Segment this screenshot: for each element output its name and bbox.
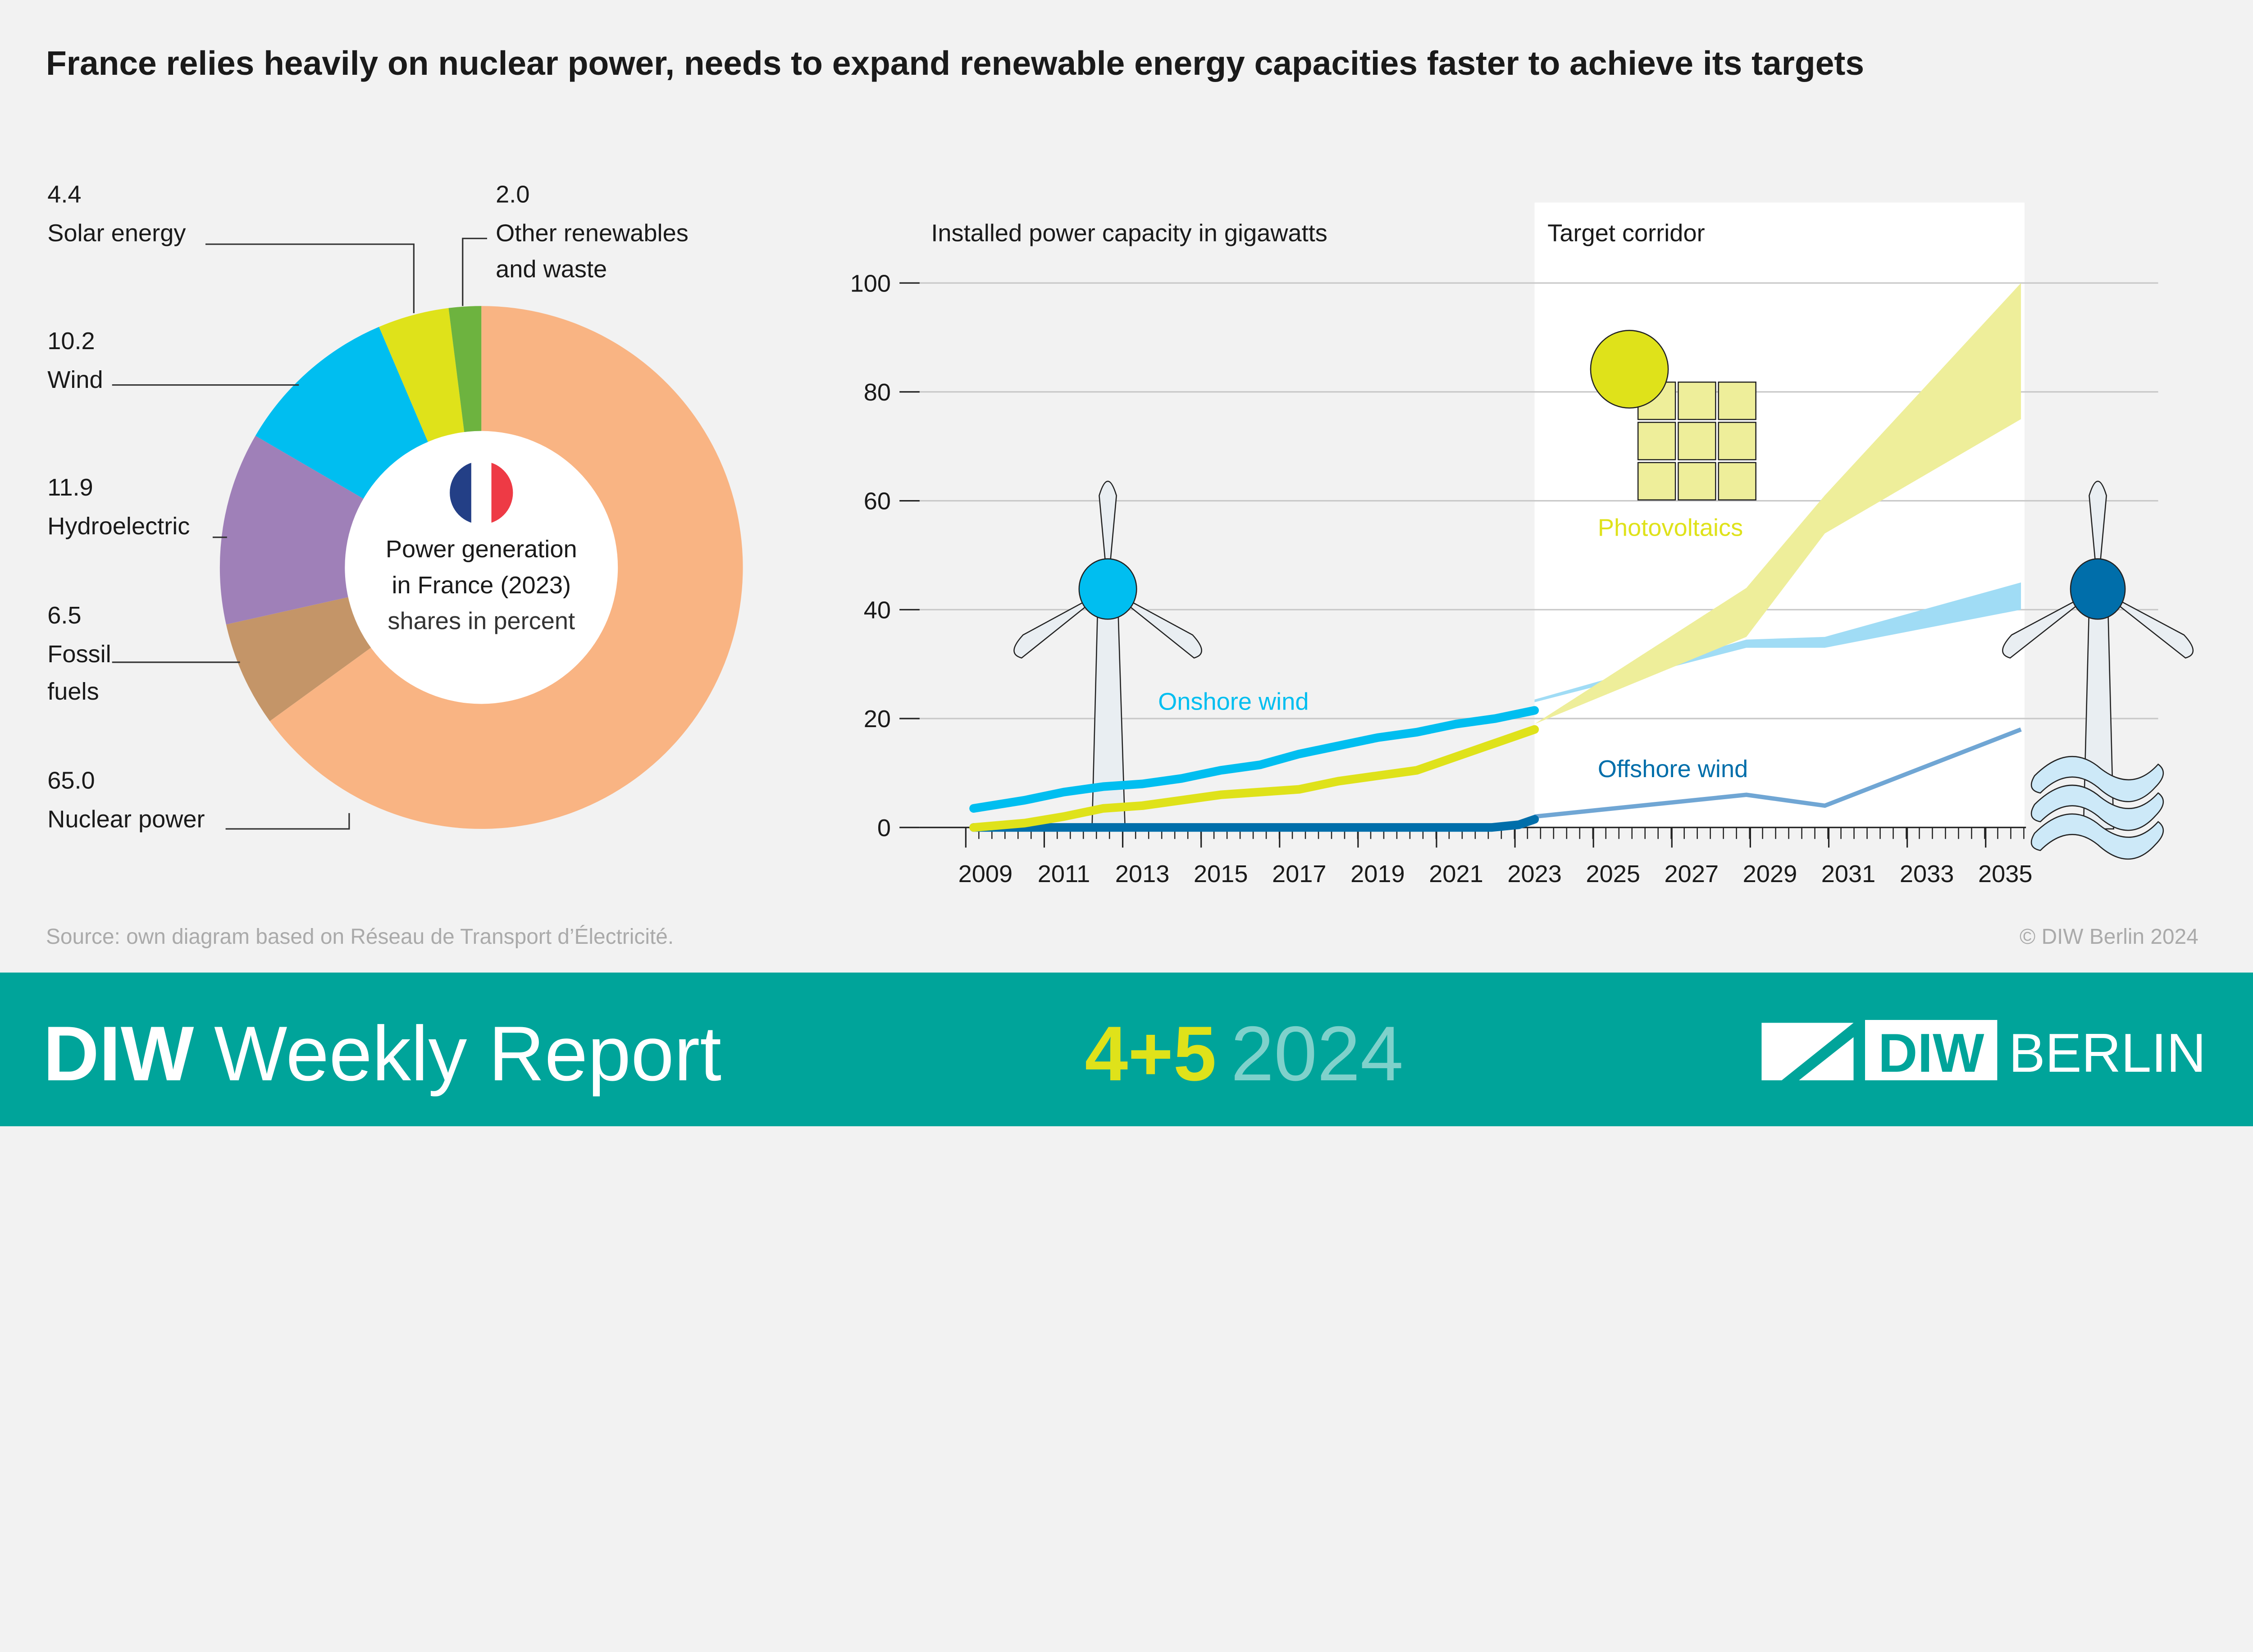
waves-icon xyxy=(2030,755,2164,860)
onshore-wind-line xyxy=(969,706,1539,813)
leader-lines xyxy=(112,237,487,830)
y-tick-label: 100 xyxy=(850,270,891,297)
solar-panel-icon xyxy=(1590,330,1756,501)
pie-center-title-2: in France (2023) xyxy=(392,572,571,599)
x-tick-label: 2027 xyxy=(1665,860,1719,887)
series-label-offshore: Offshore wind xyxy=(1598,755,1748,783)
offshore-wind-line xyxy=(969,815,1539,832)
x-tick-label: 2023 xyxy=(1507,860,1562,887)
x-tick-label: 2017 xyxy=(1272,860,1327,887)
x-tick-label: 2013 xyxy=(1115,860,1170,887)
onshore-wind-turbine-icon xyxy=(1013,481,1202,830)
logo-diw: DIW xyxy=(1878,1022,1984,1083)
x-tick-label: 2009 xyxy=(958,860,1013,887)
y-tick-label: 0 xyxy=(877,815,891,842)
pie-hole xyxy=(345,431,618,704)
y-tick-label: 60 xyxy=(864,488,891,515)
target-corridor-area xyxy=(1534,202,2025,829)
pie-center-subtitle: shares in percent xyxy=(388,608,575,635)
x-tick-label: 2025 xyxy=(1586,860,1640,887)
label-hydro: Hydroelectric xyxy=(47,513,190,540)
series-label-pv: Photovoltaics xyxy=(1598,514,1743,541)
logo-box xyxy=(1865,1020,1998,1080)
x-tick-label: 2033 xyxy=(1900,860,1954,887)
infographic: France relies heavily on nuclear power, … xyxy=(0,44,2253,1126)
footer-brand: DIW Weekly Report xyxy=(43,1010,721,1097)
label-other-1: Other renewables xyxy=(496,220,689,247)
series-label-onshore: Onshore wind xyxy=(1158,688,1309,715)
logo-berlin: BERLIN xyxy=(2009,1022,2206,1083)
label-wind: Wind xyxy=(47,366,103,393)
onshore-target-corridor xyxy=(1534,582,2021,702)
value-wind: 10.2 xyxy=(47,328,95,355)
logo-mark-icon xyxy=(1761,1023,1854,1080)
footer-issue: 4+5 2024 xyxy=(1085,1010,1404,1097)
value-nuclear: 65.0 xyxy=(47,767,95,794)
grid: 0 20 40 60 80 100 2009 2011 2013 2015 2017 2019 2021… xyxy=(850,270,2158,887)
x-tick-label: 2031 xyxy=(1821,860,1876,887)
x-tick-label: 2035 xyxy=(1978,860,2033,887)
pie-chart xyxy=(219,306,743,829)
pv-line xyxy=(969,725,1539,832)
label-nuclear: Nuclear power xyxy=(47,806,205,833)
x-tick-label: 2019 xyxy=(1350,860,1405,887)
x-tick-label: 2029 xyxy=(1743,860,1797,887)
y-axis-label: Installed power capacity in gigawatts xyxy=(931,220,1327,247)
y-tick-label: 40 xyxy=(864,596,891,623)
value-solar: 4.4 xyxy=(47,181,81,208)
copyright: © DIW Berlin 2024 xyxy=(2020,925,2198,949)
series-layer xyxy=(969,283,2022,832)
value-fossil: 6.5 xyxy=(47,602,81,629)
x-tick-label: 2015 xyxy=(1194,860,1248,887)
label-fossil-1: Fossil xyxy=(47,641,111,668)
pie-center-title-1: Power generation xyxy=(386,536,577,563)
x-tick-label: 2021 xyxy=(1429,860,1483,887)
source-note: Source: own diagram based on Réseau de T… xyxy=(46,925,674,949)
diw-berlin-logo[interactable]: DIW BERLIN xyxy=(1761,1020,2206,1083)
sun-icon xyxy=(1590,330,1669,409)
pie-labels: 4.4 Solar energy 2.0 Other renewables an… xyxy=(47,181,689,833)
label-fossil-2: fuels xyxy=(47,678,99,705)
target-corridor-label: Target corridor xyxy=(1547,220,1705,247)
value-hydro: 11.9 xyxy=(47,474,93,501)
y-tick-label: 20 xyxy=(864,705,891,733)
icons xyxy=(1013,330,2194,860)
series-labels: Onshore wind Photovoltaics Offshore wind xyxy=(1158,514,1748,783)
value-other: 2.0 xyxy=(496,181,529,208)
offshore-target-line xyxy=(1534,727,2022,819)
label-solar: Solar energy xyxy=(47,220,186,247)
label-other-2: and waste xyxy=(496,255,607,282)
x-tick-label: 2011 xyxy=(1038,860,1090,887)
y-tick-label: 80 xyxy=(864,379,891,406)
page-title: France relies heavily on nuclear power, … xyxy=(46,44,1864,82)
